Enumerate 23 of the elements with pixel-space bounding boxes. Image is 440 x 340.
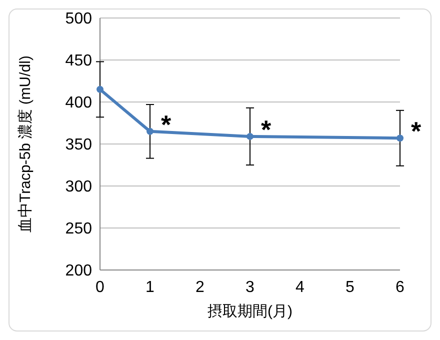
point — [146, 128, 154, 135]
annotation: * — [160, 109, 172, 140]
y-tick-label: 200 — [65, 262, 92, 280]
point — [396, 134, 404, 142]
y-tick-label: 400 — [65, 94, 92, 112]
y-tick-label: 450 — [65, 52, 92, 70]
annotation: * — [410, 116, 422, 146]
x-tick-label: 0 — [96, 279, 105, 296]
point — [246, 132, 254, 140]
x-tick-label: 5 — [346, 279, 355, 296]
y-tick-label: 250 — [65, 220, 92, 238]
x-tick-label: 1 — [146, 279, 155, 296]
x-tick-label: 3 — [246, 279, 255, 296]
y-tick-label: 500 — [65, 10, 92, 28]
y-tick-label: 350 — [65, 136, 92, 154]
y-axis-title: 血中Tracp-5b 濃度 (mU/dl) — [17, 56, 34, 232]
point — [96, 86, 104, 93]
x-tick-label: 6 — [396, 279, 405, 296]
x-tick-label: 4 — [296, 279, 305, 296]
y-tick-label: 300 — [65, 178, 92, 196]
annotation: * — [260, 114, 272, 144]
x-tick-label: 2 — [196, 279, 205, 296]
x-axis-title: 摂取期間(月) — [208, 303, 292, 320]
